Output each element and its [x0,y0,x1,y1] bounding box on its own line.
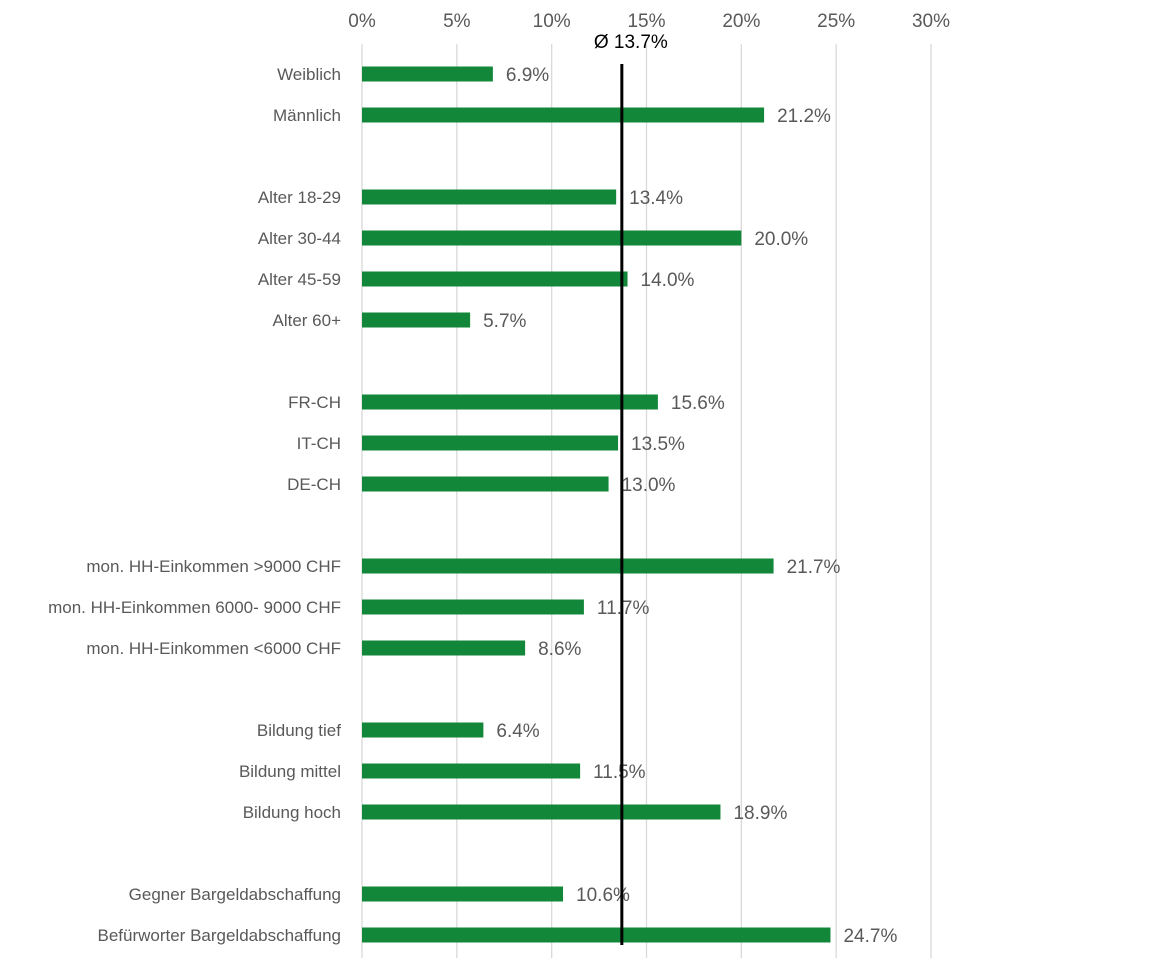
category-label: FR-CH [288,393,341,412]
x-tick-label: 20% [722,11,760,32]
value-labels: 6.9% 21.2% 13.4% 20.0% 14.0% 5.7% 15.6% 13.5% 13… [483,65,897,947]
data-label: 6.4% [496,721,539,742]
data-label: 15.6% [671,393,725,414]
category-label: Bildung tief [257,721,341,740]
bar [362,640,526,656]
category-label: Bildung hoch [243,803,341,822]
data-label: 5.7% [483,311,526,332]
data-label: 20.0% [754,229,808,250]
category-label: Weiblich [277,65,341,84]
bar [362,394,658,410]
data-label: 13.0% [622,475,676,496]
bar [362,927,831,943]
category-label: Befürworter Bargeldabschaffung [97,926,341,945]
bar [362,66,493,82]
data-label: 14.0% [641,270,695,291]
category-label: mon. HH-Einkommen >9000 CHF [86,557,341,576]
category-label: Bildung mittel [239,762,341,781]
bars [362,66,831,943]
data-label: 13.4% [629,188,683,209]
bar [362,189,617,205]
bar [362,804,721,820]
x-axis-ticks: 0% 5% 10% 15% 20% 25% 30% [348,11,950,32]
category-label: Gegner Bargeldabschaffung [129,885,341,904]
bar [362,107,765,123]
average-marker: Ø 13.7% [594,32,668,945]
data-label: 8.6% [538,639,581,660]
bar [362,271,628,287]
x-tick-label: 5% [443,11,471,32]
bar [362,722,484,738]
bar [362,312,471,328]
x-tick-label: 25% [817,11,855,32]
bar [362,230,742,246]
data-label: 10.6% [576,885,630,906]
x-tick-label: 30% [912,11,950,32]
category-label: Alter 45-59 [258,270,341,289]
category-label: mon. HH-Einkommen <6000 CHF [86,639,341,658]
category-label: Alter 60+ [272,311,341,330]
data-label: 24.7% [843,926,897,947]
data-label: 11.5% [593,762,646,783]
bar [362,886,564,902]
category-labels: Weiblich Männlich Alter 18-29 Alter 30-44 Al… [48,65,341,945]
category-label: Alter 18-29 [258,188,341,207]
data-label: 18.9% [733,803,787,824]
category-label: IT-CH [297,434,341,453]
bar [362,763,581,779]
bar [362,476,609,492]
data-label: 21.7% [787,557,841,578]
category-label: Männlich [273,106,341,125]
category-label: mon. HH-Einkommen 6000- 9000 CHF [48,598,341,617]
x-tick-label: 10% [533,11,571,32]
bar [362,599,584,615]
x-tick-label: 0% [348,11,376,32]
data-label: 13.5% [631,434,685,455]
gridlines [361,44,932,958]
bar [362,435,619,451]
category-label: Alter 30-44 [258,229,341,248]
data-label: 21.2% [777,106,831,127]
data-label: 6.9% [506,65,549,86]
bar [362,558,774,574]
average-label: Ø 13.7% [594,32,668,53]
x-tick-label: 15% [627,11,665,32]
category-label: DE-CH [287,475,341,494]
